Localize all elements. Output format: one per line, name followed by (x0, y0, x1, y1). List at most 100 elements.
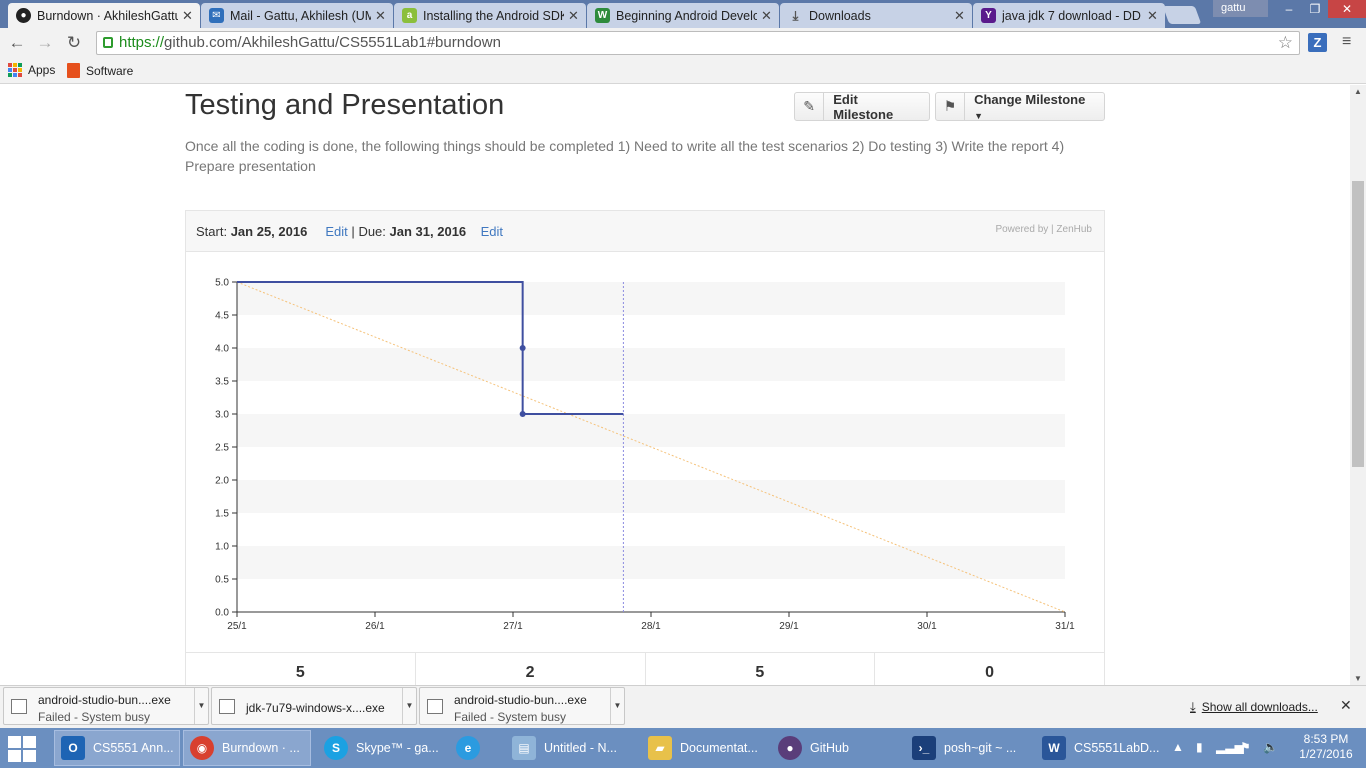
edit-due-link[interactable]: Edit (480, 224, 504, 239)
stat-cell: 5 (646, 653, 876, 685)
download-item[interactable]: jdk-7u79-windows-x....exe ▼ (211, 687, 417, 725)
download-status: Failed - System busy (38, 710, 151, 724)
close-icon[interactable]: ✕ (954, 7, 965, 23)
page-content: Testing and Presentation ✎ Edit Mileston… (0, 85, 1350, 685)
clock-date: 1/27/2016 (1299, 747, 1353, 761)
minimize-icon[interactable]: – (1285, 2, 1293, 16)
chevron-down-icon[interactable]: ▼ (194, 688, 208, 724)
word-icon: W (1042, 736, 1066, 760)
tab-label: Mail - Gattu, Akhilesh (UM (230, 8, 371, 23)
change-milestone-button[interactable]: ⚑ Change Milestone ▼ (935, 92, 1105, 121)
bookmark-icon: W (595, 8, 610, 23)
caret-down-icon: ▼ (974, 110, 984, 121)
reload-icon[interactable]: ↻ (66, 33, 82, 52)
grid-band (237, 546, 1065, 579)
action-center-icon[interactable]: ⚑ (1240, 740, 1251, 754)
window-close-icon[interactable]: ✕ (1328, 0, 1366, 18)
battery-icon[interactable]: ▮ (1196, 740, 1203, 754)
taskbar-item-explorer[interactable]: ▰ Documentat... (642, 730, 768, 766)
y-tick-label: 2.0 (215, 476, 229, 487)
skype-icon: S (324, 736, 348, 760)
file-icon (11, 699, 27, 714)
user-profile-chip[interactable]: gattu (1213, 0, 1268, 17)
taskbar-clock[interactable]: 8:53 PM 1/27/2016 (1296, 732, 1356, 762)
show-all-downloads-link[interactable]: ⤓ Show all downloads... (1190, 699, 1318, 715)
back-arrow-icon[interactable]: ← (8, 33, 26, 52)
network-icon[interactable]: ▂▃▅ (1216, 740, 1244, 754)
tab-beginning-android[interactable]: W Beginning Android Develo ✕ (587, 3, 779, 28)
edit-milestone-button[interactable]: ✎ Edit Milestone (794, 91, 930, 122)
scrollbar-thumb[interactable] (1352, 181, 1364, 467)
ideal-burndown-line (236, 281, 1066, 613)
address-bar[interactable]: https://github.com/AkhileshGattu/CS5551L… (96, 31, 1300, 55)
restore-icon[interactable]: ❐ (1309, 2, 1321, 16)
taskbar-item-outlook[interactable]: O CS5551 Ann... (54, 730, 180, 766)
browser-toolbar: ← → ↻ https://github.com/AkhileshGattu/C… (0, 28, 1366, 58)
forward-arrow-icon[interactable]: → (36, 33, 54, 52)
taskbar-label: posh~git ~ ... (944, 741, 1017, 755)
tab-java-jdk[interactable]: Y java jdk 7 download - DD ✕ (973, 3, 1165, 28)
bookmark-apps[interactable]: Apps (8, 63, 55, 77)
taskbar-item-skype[interactable]: S Skype™ - ga... (318, 730, 444, 766)
change-milestone-label: Change Milestone ▼ (974, 91, 1086, 121)
taskbar-item-word[interactable]: W CS5551LabD... (1036, 730, 1162, 766)
x-tick-label: 29/1 (779, 621, 799, 632)
tab-downloads[interactable]: ⤓ Downloads ✕ (780, 3, 972, 28)
new-tab-button[interactable] (1162, 6, 1202, 24)
bookmark-label: Apps (28, 63, 56, 77)
github-desktop-icon: ● (778, 736, 802, 760)
page-scrollbar[interactable]: ▲ ▼ (1350, 85, 1366, 685)
data-point (519, 411, 526, 417)
url-text: github.com/AkhileshGattu/CS5551Lab1#burn… (164, 34, 501, 51)
menu-icon[interactable]: ≡ (1342, 33, 1352, 50)
tab-android-sdk[interactable]: a Installing the Android SDK ✕ (394, 3, 586, 28)
y-tick-label: 4.0 (215, 344, 229, 355)
start-label: Start: (196, 224, 228, 239)
tab-label: Downloads (809, 8, 871, 23)
taskbar-item-notepad[interactable]: ▤ Untitled - N... (506, 730, 640, 766)
edit-milestone-label: Edit Milestone (833, 91, 894, 122)
chevron-down-icon[interactable]: ▼ (610, 688, 624, 724)
windows-start-icon[interactable] (8, 736, 38, 762)
taskbar-label: GitHub (810, 741, 849, 755)
scroll-down-icon[interactable]: ▼ (1354, 674, 1362, 683)
grid-band (237, 414, 1065, 447)
close-icon[interactable]: ✕ (568, 7, 579, 23)
taskbar-item-powershell[interactable]: ›_ posh~git ~ ... (906, 730, 1032, 766)
lock-icon (103, 37, 113, 48)
x-tick-label: 30/1 (917, 621, 937, 632)
github-icon: ● (16, 8, 31, 23)
close-icon[interactable]: ✕ (1340, 697, 1352, 713)
taskbar-item-chrome[interactable]: ◉ Burndown · ... (183, 730, 311, 766)
y-tick-label: 2.5 (215, 443, 229, 454)
close-icon[interactable]: ✕ (182, 7, 193, 23)
tab-burndown[interactable]: ● Burndown · AkhileshGattu ✕ (8, 3, 200, 28)
close-icon[interactable]: ✕ (1147, 7, 1158, 23)
date-separator: | (351, 224, 355, 239)
tab-mail[interactable]: ✉ Mail - Gattu, Akhilesh (UM ✕ (201, 3, 393, 28)
scroll-up-icon[interactable]: ▲ (1354, 87, 1362, 96)
download-item[interactable]: android-studio-bun....exe Failed - Syste… (419, 687, 625, 725)
taskbar-item-github[interactable]: ● GitHub (772, 730, 898, 766)
x-tick-label: 28/1 (641, 621, 661, 632)
bookmark-software[interactable]: Software (67, 63, 133, 78)
y-tick-label: 3.5 (215, 377, 229, 388)
close-icon[interactable]: ✕ (761, 7, 772, 23)
close-icon[interactable]: ✕ (375, 7, 386, 23)
edit-start-link[interactable]: Edit (325, 224, 348, 239)
download-item[interactable]: android-studio-bun....exe Failed - Syste… (3, 687, 209, 725)
tray-chevron-up-icon[interactable]: ▲ (1172, 740, 1184, 754)
apps-grid-icon (8, 63, 22, 77)
chevron-down-icon[interactable]: ▼ (402, 688, 416, 724)
star-icon[interactable]: ☆ (1277, 33, 1293, 52)
taskbar-item-ie[interactable]: e (450, 730, 506, 766)
powered-by-zenhub[interactable]: Powered by | ZenHub (995, 224, 1092, 235)
zenhub-extension-icon[interactable]: Z (1308, 33, 1327, 52)
x-tick-label: 27/1 (503, 621, 523, 632)
tab-label: java jdk 7 download - DD (1002, 8, 1141, 23)
x-tick-label: 31/1 (1055, 621, 1075, 632)
y-tick-label: 5.0 (215, 278, 229, 289)
taskbar-label: Untitled - N... (544, 741, 617, 755)
speaker-muted-icon[interactable]: 🔈 (1263, 740, 1278, 754)
bookmark-label: Software (86, 63, 134, 78)
